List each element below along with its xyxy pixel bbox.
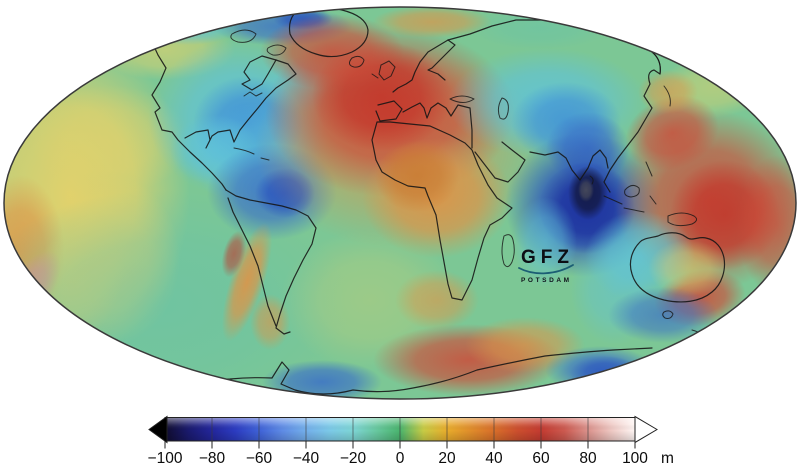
coastline-japan-kamchatka xyxy=(651,51,671,107)
black-sea xyxy=(449,95,475,103)
colorbar: −100 −80 −60 −40 −20 0 20 40 60 80 100 m xyxy=(148,415,674,467)
canadian-arctic-islands xyxy=(230,29,287,56)
geoid-map xyxy=(4,7,796,399)
coastline-africa xyxy=(371,121,513,301)
sri-lanka xyxy=(589,175,594,185)
map-outline xyxy=(3,6,797,400)
gfz-logo-subtext: POTSDAM xyxy=(521,277,572,284)
caspian-sea xyxy=(497,97,509,120)
colorbar-tick-label: −100 xyxy=(148,450,183,467)
gfz-swoosh-icon xyxy=(518,264,574,275)
coastline-north-america xyxy=(151,31,227,191)
coastline-gulf-east-coast xyxy=(184,59,297,149)
geoid-high-andes xyxy=(221,222,273,342)
colorbar-tick-label: −80 xyxy=(199,450,226,467)
coastline-greenland xyxy=(288,7,369,58)
coastlines xyxy=(151,7,726,395)
colorbar-tick-label: −60 xyxy=(246,450,273,467)
coastline-india xyxy=(529,149,609,181)
geoid-color-field xyxy=(4,7,796,399)
colorbar-ticks xyxy=(164,441,636,449)
coastline-uk-ireland xyxy=(371,60,396,81)
coastline-australia xyxy=(629,232,726,303)
caribbean-islands xyxy=(233,147,270,161)
coastline-iberia-mediterranean xyxy=(375,100,473,149)
coastline-southeast-asia-islands xyxy=(603,161,657,213)
coastline-europe xyxy=(392,39,456,93)
great-lakes xyxy=(243,91,263,97)
colorbar-tick-label: 100 xyxy=(622,450,648,467)
geoid-low-ross-sea xyxy=(262,360,382,399)
colorbar-tick-label: −40 xyxy=(293,450,320,467)
coastline-new-guinea xyxy=(667,212,698,227)
tasmania xyxy=(662,310,674,319)
coastline-madagascar xyxy=(501,234,515,268)
coastline-iceland xyxy=(348,55,365,68)
coastline-antarctica xyxy=(191,347,653,395)
coastline-south-america xyxy=(225,189,317,335)
colorbar-tick-label: 0 xyxy=(396,450,405,467)
colorbar-tick-label: 60 xyxy=(532,450,550,467)
coastline-arabia xyxy=(474,141,526,183)
colorbar-tick-label: 40 xyxy=(485,450,503,467)
colorbar-tick-label: −20 xyxy=(340,450,367,467)
gfz-logo: GFZ POTSDAM xyxy=(518,247,574,284)
colorbar-left-arrow-icon xyxy=(148,415,168,444)
coastline-hudson-bay xyxy=(241,55,277,91)
colorbar-tick-label: 20 xyxy=(438,450,456,467)
colorbar-unit-label: m xyxy=(661,450,674,467)
colorbar-right-arrow-icon xyxy=(634,415,658,444)
colorbar-tick-labels: −100 −80 −60 −40 −20 0 20 40 60 80 100 xyxy=(148,450,649,467)
gfz-logo-text: GFZ xyxy=(521,247,574,268)
colorbar-dividers xyxy=(211,418,589,441)
colorbar-tick-label: 80 xyxy=(579,450,597,467)
